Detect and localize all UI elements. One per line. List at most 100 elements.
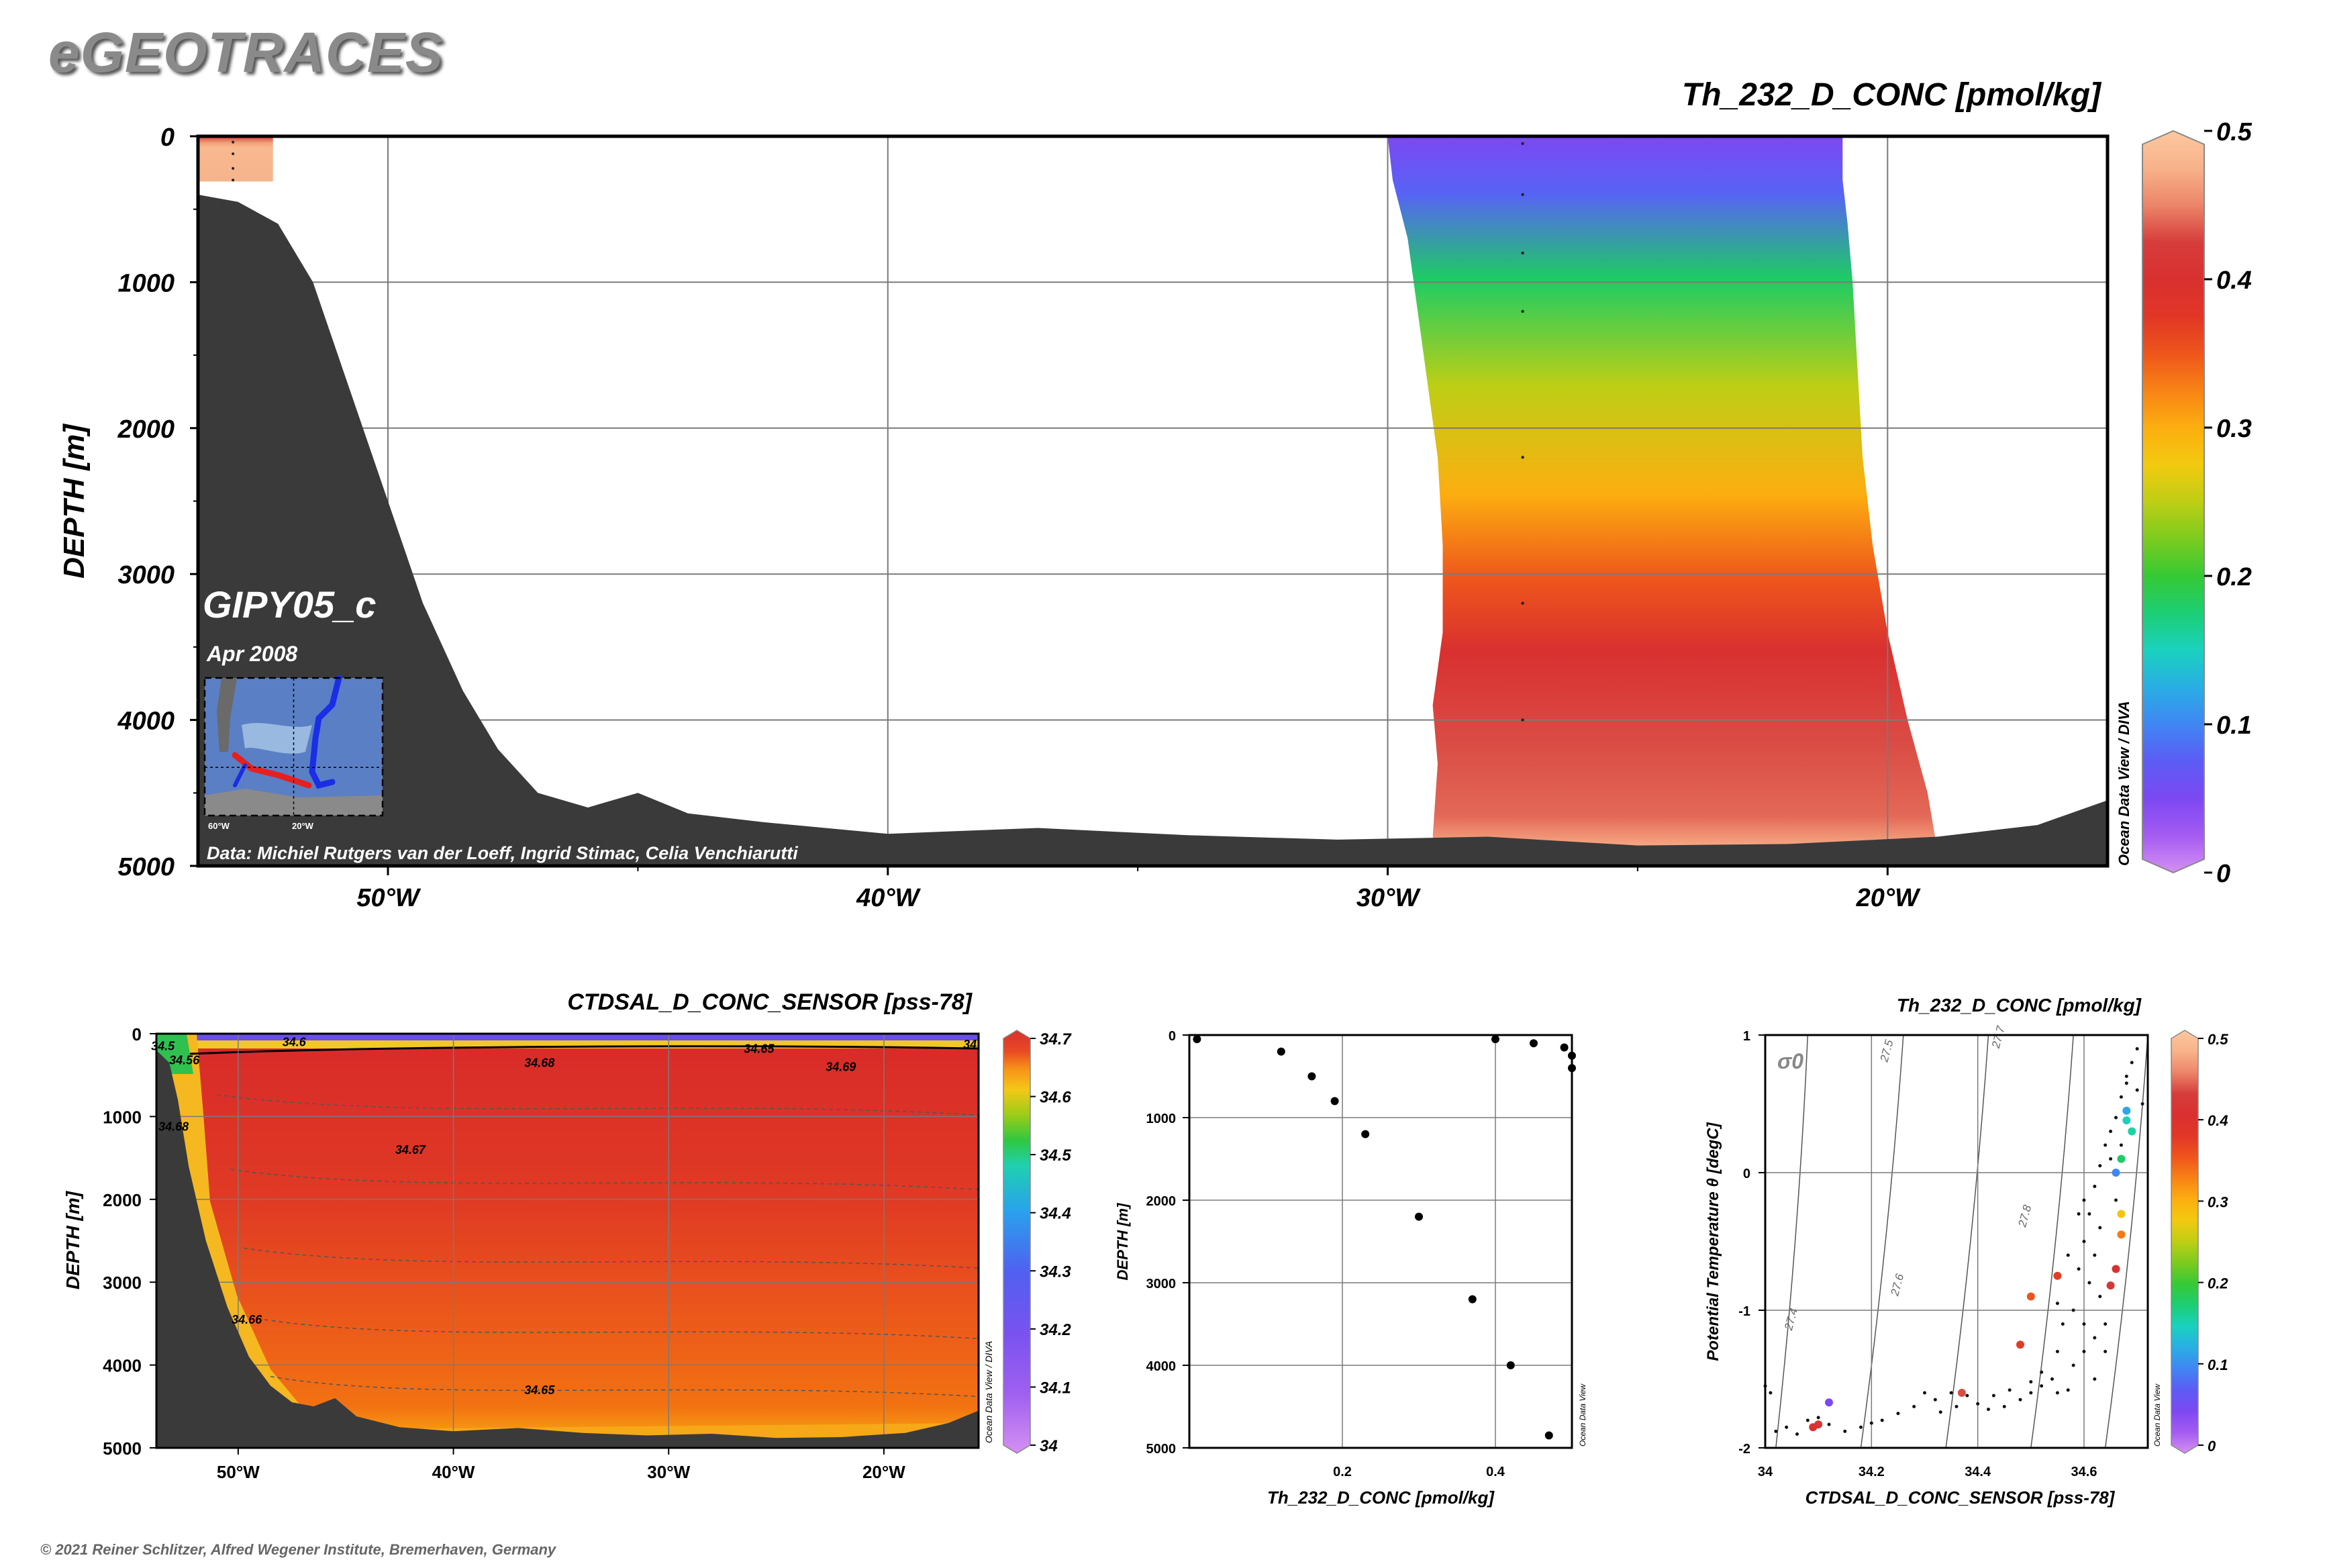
ts-background-point bbox=[2098, 1226, 2102, 1230]
contour-label: 34.67 bbox=[395, 1143, 426, 1157]
isopycnal-line bbox=[1945, 1034, 1989, 1449]
ts-background-point bbox=[1965, 1393, 1969, 1398]
ts-background-point bbox=[2098, 1164, 2102, 1168]
y-tick-label: 1 bbox=[1743, 1029, 1750, 1044]
ts-background-point bbox=[2130, 1061, 2134, 1065]
x-tick-label: 0.4 bbox=[1486, 1465, 1505, 1479]
ts-data-point bbox=[2117, 1210, 2126, 1218]
inset-map-south-america bbox=[217, 678, 237, 752]
ts-data-point bbox=[2112, 1265, 2120, 1273]
ts-chart-frame bbox=[1764, 1034, 2149, 1449]
inset-map-frame bbox=[203, 677, 384, 817]
y-tick-label: 2000 bbox=[117, 415, 175, 444]
colorbar-tick-label: 0.3 bbox=[2216, 415, 2252, 443]
ts-background-point bbox=[2103, 1350, 2108, 1353]
ts-background-point bbox=[1912, 1405, 1916, 1408]
ts-background-point bbox=[1785, 1425, 1789, 1429]
salinity-chart-title: CTDSAL_D_CONC_SENSOR [pss-78] bbox=[567, 989, 973, 1015]
isopycnal-line bbox=[1775, 1034, 1809, 1449]
y-tick-label: 4000 bbox=[117, 707, 175, 736]
colorbar-tick-label: 0.5 bbox=[2216, 118, 2252, 146]
sample-point bbox=[1521, 718, 1524, 722]
ts-data-point bbox=[2112, 1169, 2120, 1177]
ts-background-point bbox=[2055, 1350, 2059, 1353]
sample-point bbox=[1521, 456, 1524, 459]
ts-background-point bbox=[2061, 1322, 2065, 1326]
ts-background-point bbox=[2082, 1322, 2086, 1326]
ts-background-point bbox=[2040, 1370, 2044, 1374]
ts-background-point bbox=[1827, 1422, 1831, 1426]
x-tick-label: 20°W bbox=[862, 1462, 905, 1482]
ts-background-point bbox=[2093, 1336, 2097, 1340]
y-tick-label: 4000 bbox=[103, 1356, 142, 1376]
profile-data-point bbox=[1544, 1431, 1553, 1440]
colorbar-th232-main bbox=[2142, 130, 2205, 874]
salinity-contour-main bbox=[189, 1045, 979, 1055]
ts-background-point bbox=[1938, 1410, 1942, 1414]
ts-background-point bbox=[2135, 1088, 2139, 1092]
odv-watermark: Ocean Data View / DIVA bbox=[2116, 701, 2132, 866]
ts-background-point bbox=[1896, 1412, 1900, 1416]
y-tick-label: 0 bbox=[1743, 1167, 1750, 1181]
ts-background-point bbox=[1933, 1398, 1937, 1402]
sample-point bbox=[232, 166, 235, 170]
ts-background-point bbox=[1774, 1429, 1778, 1433]
ts-background-point bbox=[2029, 1380, 2033, 1384]
y-axis-label: Potential Temperature θ [degC] bbox=[1704, 1122, 1722, 1361]
ts-data-point bbox=[2128, 1127, 2136, 1136]
inset-map-lon-label: 20°W bbox=[292, 821, 314, 831]
ts-background-point bbox=[2071, 1363, 2075, 1367]
ts-chart-title: Th_232_D_CONC [pmol/kg] bbox=[1897, 995, 2142, 1016]
ts-background-point bbox=[1859, 1425, 1863, 1429]
contour-label: 34.6 bbox=[283, 1036, 307, 1049]
ts-background-point bbox=[2077, 1267, 2081, 1271]
colorbar-tick-label: 0 bbox=[2208, 1438, 2216, 1455]
y-tick-label: -2 bbox=[1738, 1442, 1750, 1457]
contour-label: 34.66 bbox=[232, 1313, 262, 1326]
ts-background-point bbox=[2082, 1240, 2086, 1243]
sample-point bbox=[1521, 193, 1524, 197]
ts-data-point bbox=[1809, 1423, 1818, 1432]
y-tick-label: 1000 bbox=[103, 1107, 142, 1127]
colorbar-tick-label: 0.2 bbox=[2208, 1275, 2228, 1292]
colorbar-tick-label: 34.5 bbox=[1040, 1146, 1071, 1165]
y-tick-label: 4000 bbox=[1146, 1359, 1177, 1374]
isopycnal-label: 27.5 bbox=[1877, 1038, 1895, 1064]
ts-background-point bbox=[2114, 1198, 2118, 1202]
ts-background-point bbox=[2018, 1398, 2022, 1402]
ts-data-point bbox=[2106, 1281, 2115, 1290]
profile-data-point bbox=[1415, 1212, 1423, 1221]
profile-data-point bbox=[1491, 1035, 1499, 1044]
sample-point bbox=[1521, 251, 1524, 255]
y-tick-label: 3000 bbox=[103, 1273, 142, 1293]
x-tick-label: 0.2 bbox=[1333, 1465, 1352, 1479]
ts-background-point bbox=[1795, 1432, 1799, 1436]
colorbar-tick-label: 0.4 bbox=[2216, 266, 2252, 295]
y-tick-label: 5000 bbox=[103, 1438, 142, 1459]
colorbar-tick-label: 34.6 bbox=[1040, 1089, 1071, 1107]
y-tick-label: 5000 bbox=[1146, 1442, 1177, 1457]
salinity-contour bbox=[270, 1375, 979, 1398]
colorbar-tick-label: 0 bbox=[2216, 860, 2230, 888]
sample-point bbox=[1521, 142, 1524, 146]
ts-background-point bbox=[2093, 1185, 2097, 1188]
odv-watermark: Ocean Data View bbox=[1578, 1383, 1587, 1447]
salinity-contour bbox=[230, 1169, 979, 1190]
ts-background-point bbox=[2135, 1047, 2139, 1050]
section-data-field bbox=[1387, 136, 1938, 852]
ts-data-point bbox=[2117, 1230, 2126, 1239]
contour-label: 34.65 bbox=[744, 1042, 775, 1055]
isopycnal-label: 27.7 bbox=[1989, 1024, 2008, 1050]
y-tick-label: 2000 bbox=[1146, 1194, 1177, 1209]
sample-point bbox=[232, 152, 235, 156]
ts-background-point bbox=[2087, 1212, 2091, 1216]
ts-data-point bbox=[2117, 1155, 2126, 1163]
colorbar-tick-label: 0.5 bbox=[2208, 1031, 2228, 1048]
colorbar-tick-label: 34.1 bbox=[1040, 1379, 1071, 1397]
sample-point bbox=[1521, 309, 1524, 313]
copyright-note: © 2021 Reiner Schlitzer, Alfred Wegener … bbox=[40, 1541, 556, 1558]
x-tick-label: 30°W bbox=[647, 1462, 690, 1482]
ts-background-point bbox=[2103, 1322, 2108, 1326]
ts-background-point bbox=[2087, 1281, 2091, 1285]
